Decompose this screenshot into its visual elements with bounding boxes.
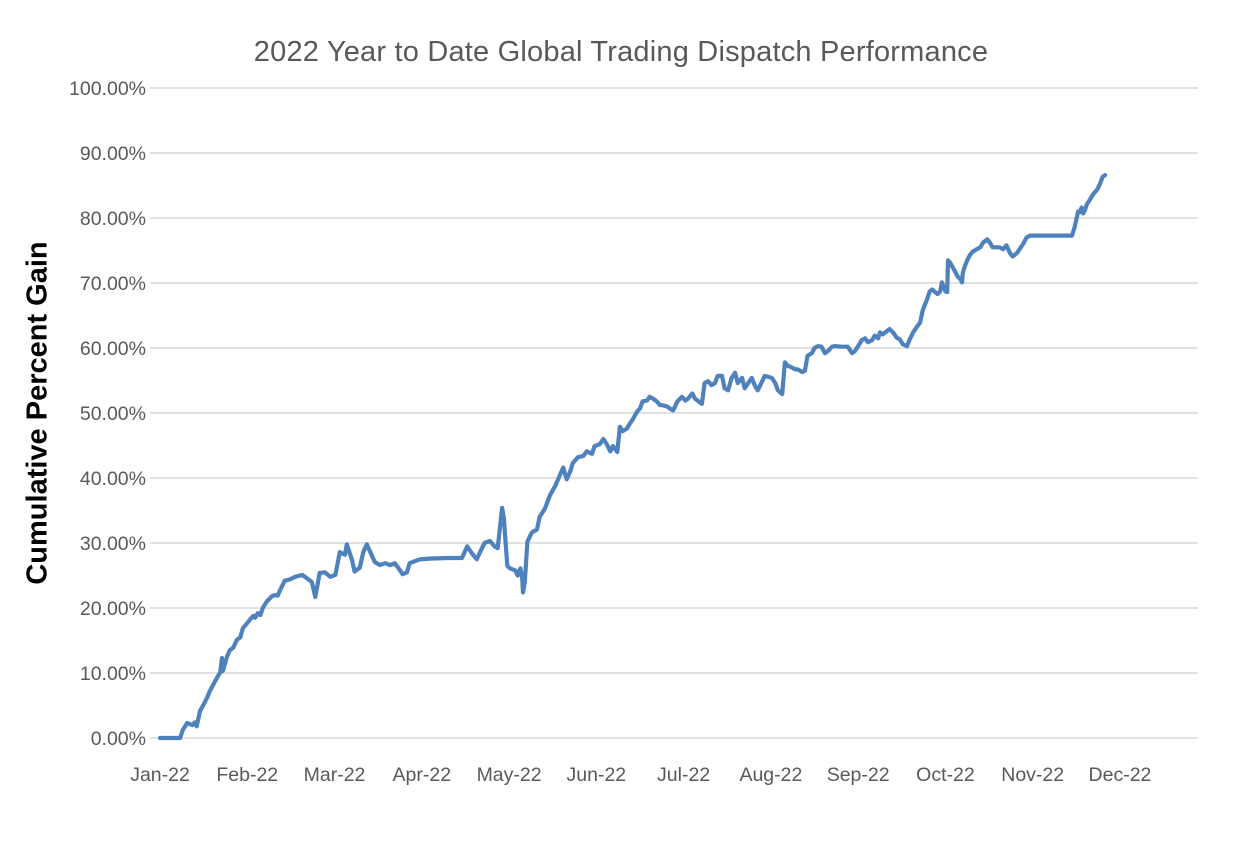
y-tick-label: 30.00% xyxy=(80,533,146,555)
y-tick-label: 80.00% xyxy=(80,208,146,230)
x-tick-label: Jan-22 xyxy=(130,764,190,786)
x-tick-label: Feb-22 xyxy=(216,764,278,786)
chart-title: 2022 Year to Date Global Trading Dispatc… xyxy=(253,36,989,68)
y-tick-label: 100.00% xyxy=(69,78,146,100)
y-tick-label: 0.00% xyxy=(91,728,146,750)
y-tick-label: 50.00% xyxy=(80,403,146,425)
x-tick-label: Mar-22 xyxy=(304,764,366,786)
x-tick-label: Sep-22 xyxy=(827,764,890,786)
x-tick-label: Aug-22 xyxy=(739,764,802,786)
x-tick-label: Jun-22 xyxy=(567,764,627,786)
y-tick-label: 70.00% xyxy=(80,273,146,295)
x-tick-label: Dec-22 xyxy=(1089,764,1152,786)
y-tick-label: 60.00% xyxy=(80,338,146,360)
y-tick-label: 90.00% xyxy=(80,143,146,165)
y-tick-label: 10.00% xyxy=(80,663,146,685)
x-tick-label: Jul-22 xyxy=(657,764,710,786)
x-tick-label: Apr-22 xyxy=(393,764,452,786)
x-tick-label: Oct-22 xyxy=(916,764,975,786)
y-tick-label: 40.00% xyxy=(80,468,146,490)
performance-line xyxy=(157,173,1108,741)
y-tick-label: 20.00% xyxy=(80,598,146,620)
x-tick-label: May-22 xyxy=(477,764,542,786)
x-tick-label: Nov-22 xyxy=(1001,764,1064,786)
